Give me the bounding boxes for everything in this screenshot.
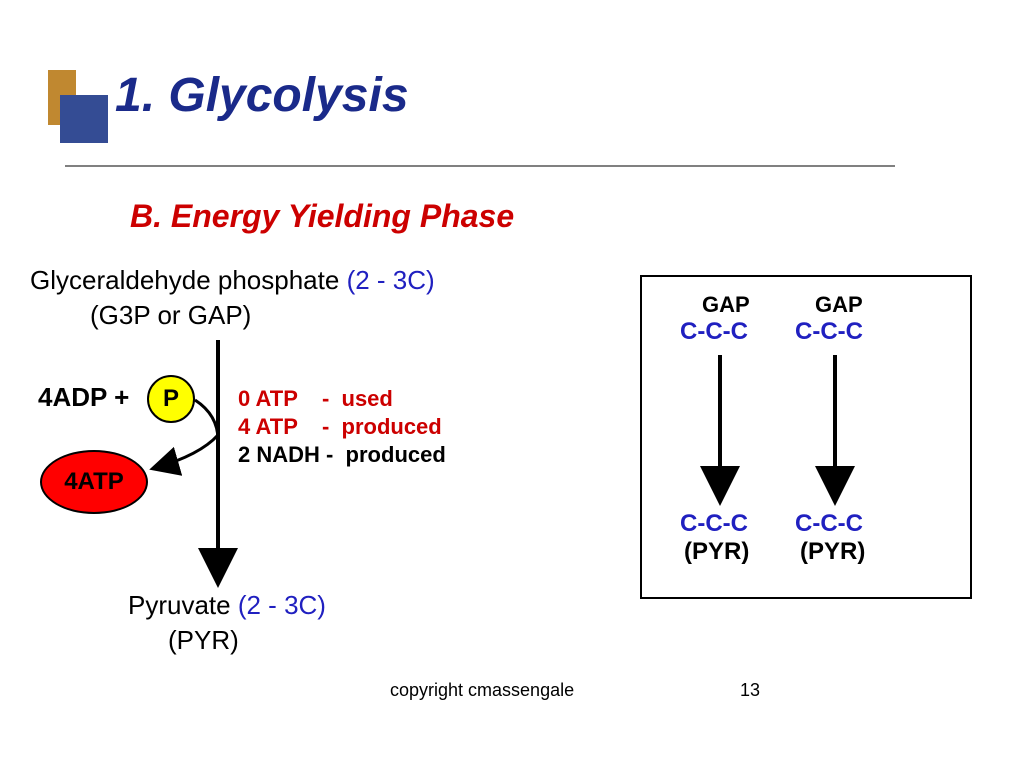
ccc-top-1: C-C-C [680,318,748,346]
gap-label-1: GAP [702,292,750,318]
ccc-bot-2: C-C-C [795,510,863,538]
ccc-bot-1: C-C-C [680,510,748,538]
gap-label-2: GAP [815,292,863,318]
pyr-label-1: (PYR) [684,538,749,566]
copyright-text: copyright cmassengale [390,680,574,701]
page-number: 13 [740,680,760,701]
ccc-top-2: C-C-C [795,318,863,346]
pyr-label-2: (PYR) [800,538,865,566]
